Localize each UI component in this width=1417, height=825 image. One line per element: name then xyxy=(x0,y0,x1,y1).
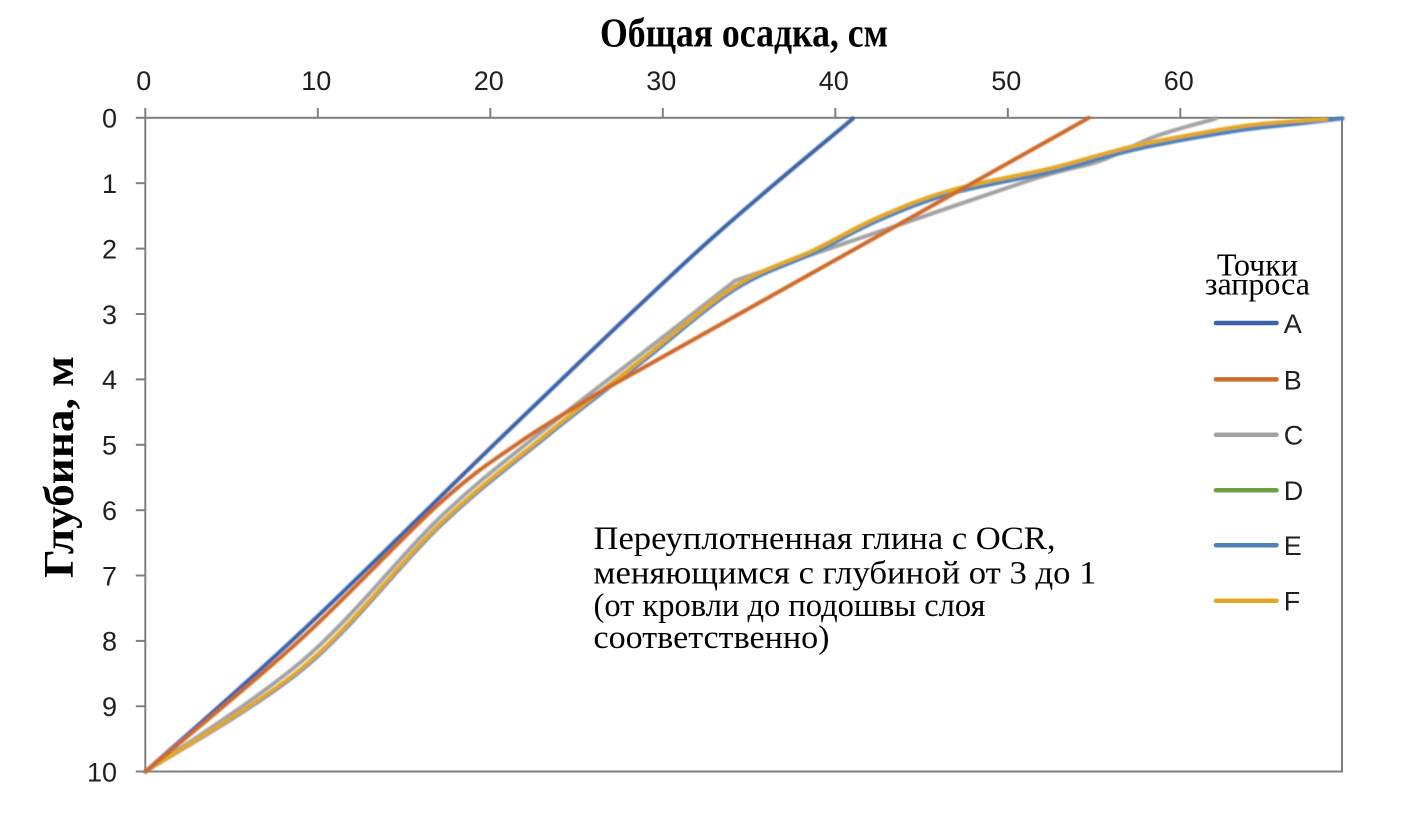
svg-text:Точки: Точки xyxy=(1217,247,1298,283)
svg-text:D: D xyxy=(1284,476,1304,506)
svg-text:10: 10 xyxy=(87,757,117,787)
svg-text:5: 5 xyxy=(102,431,117,461)
svg-text:E: E xyxy=(1284,531,1302,561)
svg-text:0: 0 xyxy=(136,66,151,96)
svg-text:запроса: запроса xyxy=(1205,265,1310,301)
svg-text:10: 10 xyxy=(301,66,331,96)
svg-text:7: 7 xyxy=(102,561,117,591)
svg-text:B: B xyxy=(1284,365,1302,395)
svg-text:20: 20 xyxy=(474,66,504,96)
svg-text:60: 60 xyxy=(1164,66,1194,96)
svg-text:6: 6 xyxy=(102,496,117,526)
svg-text:2: 2 xyxy=(102,234,117,264)
svg-text:A: A xyxy=(1284,309,1302,339)
svg-text:C: C xyxy=(1284,421,1304,451)
svg-text:4: 4 xyxy=(102,365,117,395)
svg-text:Переуплотненная глина с OCR,: Переуплотненная глина с OCR, xyxy=(594,521,1056,557)
svg-text:соответственно): соответственно) xyxy=(594,620,830,656)
svg-text:40: 40 xyxy=(819,66,849,96)
svg-text:30: 30 xyxy=(646,66,676,96)
svg-text:(от кровли до подошвы слоя: (от кровли до подошвы слоя xyxy=(594,588,986,624)
svg-text:9: 9 xyxy=(102,692,117,722)
svg-text:50: 50 xyxy=(991,66,1021,96)
svg-text:8: 8 xyxy=(102,627,117,657)
svg-text:3: 3 xyxy=(102,300,117,330)
svg-text:Глубина, м: Глубина, м xyxy=(37,356,83,578)
svg-text:F: F xyxy=(1284,587,1301,617)
svg-text:меняющимся с глубиной от 3 до: меняющимся с глубиной от 3 до 1 xyxy=(594,555,1097,591)
svg-text:0: 0 xyxy=(102,104,117,134)
svg-text:Общая осадка, см: Общая осадка, см xyxy=(600,10,888,56)
svg-text:1: 1 xyxy=(102,169,117,199)
